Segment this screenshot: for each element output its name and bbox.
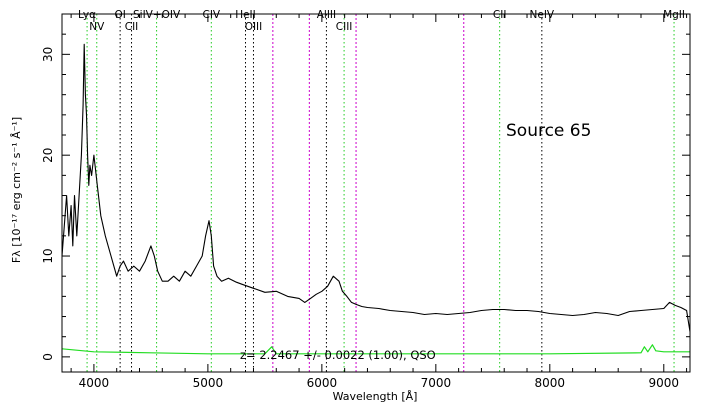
x-axis-title: Wavelength [Å] [333,390,418,403]
flux-spectrum-line [61,43,691,332]
y-tick-label: 10 [41,248,55,263]
plot-frame [61,13,691,373]
x-tick-label: 5000 [193,376,224,390]
y-axis-title: Fλ [10⁻¹⁷ erg cm⁻² s⁻¹ Å⁻¹] [10,117,23,263]
marker-label: MgII [663,9,685,21]
marker-label: CIII [336,21,353,33]
axes: 4000 5000 6000 7000 8000 9000 0 10 20 30 [41,13,691,390]
marker-label: AlIII [317,9,336,21]
marker-label: CII [125,21,139,33]
source-annotation: Source 65 [506,121,591,141]
marker-label: SiIV+OIV [133,9,181,21]
y-tick-label: 20 [41,148,55,163]
marker-label: HeII [235,9,256,21]
x-tick-label: 8000 [535,376,566,390]
x-tick-label: 4000 [79,376,110,390]
marker-label: CIV [202,9,220,21]
redshift-fit-label: z= 2.2467 +/- 0.0022 (1.00), QSO [240,348,436,362]
marker-label: NV [89,21,105,33]
x-tick-label: 6000 [307,376,338,390]
marker-label: OIII [245,21,263,33]
line-markers [86,14,675,372]
marker-label: NeIV [530,9,555,21]
marker-label: Lyα [78,9,96,21]
y-tick-label: 30 [41,47,55,62]
marker-label: OI [114,9,125,21]
x-tick-label: 7000 [421,376,452,390]
error-spectrum-line [61,344,690,355]
marker-label: CII [493,9,507,21]
y-tick-label: 0 [41,353,55,361]
x-tick-label: 9000 [649,376,680,390]
series-layer [61,43,691,355]
